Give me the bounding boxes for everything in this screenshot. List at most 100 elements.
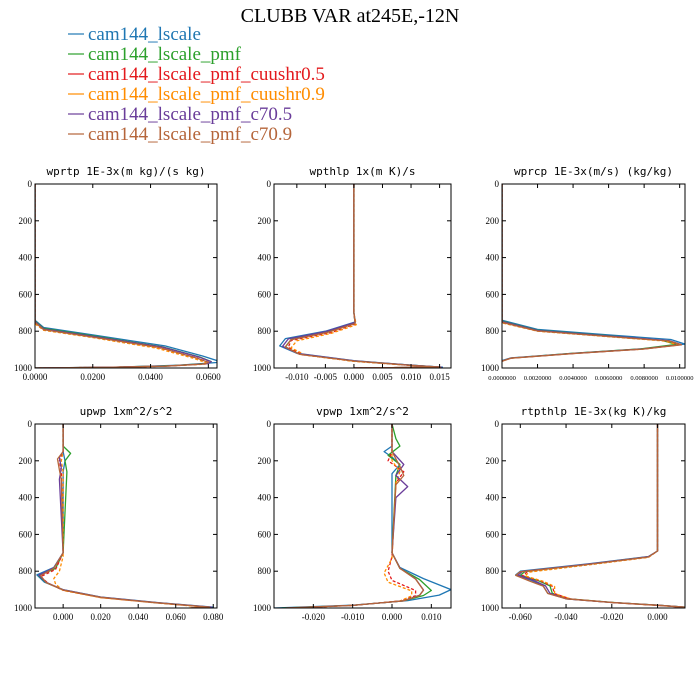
y-tick-label: 600: [486, 529, 500, 539]
series-line-5: [35, 184, 212, 368]
y-tick-label: 400: [486, 253, 500, 263]
y-tick-label: 200: [486, 216, 500, 226]
y-tick-label: 600: [19, 529, 33, 539]
y-tick-label: 400: [258, 253, 272, 263]
x-tick-label: 0.060: [166, 612, 187, 622]
x-tick-label: -0.005: [314, 372, 338, 382]
x-tick-label: -0.010: [285, 372, 309, 382]
series-line-1: [274, 424, 451, 608]
x-tick-label: 0.0060000: [595, 375, 623, 382]
panel-title: vpwp 1xm^2/s^2: [316, 405, 409, 418]
figure-title: CLUBB VAR at245E,-12N: [241, 5, 460, 27]
y-tick-label: 400: [486, 493, 500, 503]
panel-1: wprtp 1E-3x(m kg)/(s kg) 0 200 400 600 800 100…: [14, 165, 221, 382]
panel-title: wprcp 1E-3x(m/s) (kg/kg): [514, 165, 673, 178]
series-line-6: [35, 184, 209, 368]
y-tick-label: 200: [19, 456, 33, 466]
x-tick-label: 0.000: [647, 612, 668, 622]
y-tick-label: 200: [19, 216, 33, 226]
series-line-6: [284, 184, 441, 368]
panel-5: vpwp 1xm^2/s^2 0 200 400 600 800 1000 -0.020 -0.…: [253, 405, 452, 622]
x-tick-label: 0.010: [421, 612, 442, 622]
legend: cam144_lscalecam144_lscale_pmfcam144_lsc…: [68, 24, 325, 145]
y-tick-label: 800: [486, 566, 500, 576]
x-tick-label: 0.0080000: [630, 375, 658, 382]
x-tick-label: 0.000: [53, 612, 74, 622]
series-line-2: [284, 184, 442, 368]
y-tick-label: 800: [258, 326, 272, 336]
series-line-5: [502, 184, 683, 362]
y-tick-label: 1000: [14, 363, 33, 373]
y-tick-label: 200: [486, 456, 500, 466]
x-tick-label: 0.0040000: [559, 375, 587, 382]
y-tick-label: 600: [486, 289, 500, 299]
series-line-3: [287, 184, 441, 368]
series-line-3: [521, 424, 685, 608]
y-tick-label: 1000: [481, 603, 500, 613]
y-tick-label: 0: [28, 419, 33, 429]
panel-title: rtpthlp 1E-3x(kg K)/kg: [521, 405, 667, 418]
x-tick-label: 0.0020000: [524, 375, 552, 382]
series-line-2: [519, 424, 685, 608]
panel-3: wprcp 1E-3x(m/s) (kg/kg) 0 200 400 600 800 100…: [481, 165, 693, 382]
y-tick-label: 1000: [481, 363, 500, 373]
legend-label: cam144_lscale_pmf_c70.5: [88, 104, 292, 125]
y-tick-label: 200: [258, 456, 272, 466]
legend-label: cam144_lscale_pmf_c70.9: [88, 124, 292, 145]
plot-frame: [273, 423, 452, 609]
x-tick-label: 0.020: [91, 612, 112, 622]
legend-label: cam144_lscale_pmf: [88, 44, 242, 65]
x-tick-label: 0.015: [429, 372, 450, 382]
x-tick-label: 0.080: [203, 612, 224, 622]
x-tick-label: 0.0600: [196, 372, 221, 382]
y-tick-label: 400: [258, 493, 272, 503]
y-tick-label: 600: [258, 289, 272, 299]
x-tick-label: -0.010: [341, 612, 365, 622]
y-tick-label: 600: [19, 289, 33, 299]
legend-label: cam144_lscale_pmf_cuushr0.5: [88, 64, 325, 85]
y-tick-label: 400: [19, 493, 33, 503]
plot-frame: [34, 183, 218, 369]
x-tick-label: 0.0400: [138, 372, 163, 382]
x-tick-label: -0.020: [600, 612, 624, 622]
series-line-5: [517, 424, 685, 608]
panel-title: wpthlp 1x(m K)/s: [310, 165, 416, 178]
y-tick-label: 400: [19, 253, 33, 263]
x-tick-label: 0.000: [344, 372, 365, 382]
series-line-2: [38, 424, 211, 608]
x-tick-label: -0.060: [509, 612, 533, 622]
y-tick-label: 0: [267, 419, 272, 429]
series-line-3: [39, 424, 211, 608]
legend-label: cam144_lscale: [88, 24, 201, 45]
y-tick-label: 800: [486, 326, 500, 336]
plot-frame: [273, 183, 452, 369]
series-line-1: [35, 184, 217, 368]
panels-grid: wprtp 1E-3x(m kg)/(s kg) 0 200 400 600 800 100…: [14, 165, 693, 622]
legend-label: cam144_lscale_pmf_cuushr0.9: [88, 84, 325, 105]
series-line-6: [515, 424, 685, 608]
series-line-2: [281, 424, 432, 608]
y-tick-label: 0: [267, 179, 272, 189]
y-tick-label: 1000: [253, 603, 272, 613]
plot-frame: [501, 423, 686, 609]
panel-2: wpthlp 1x(m K)/s 0 200 400 600 800 1000 -0.010-…: [253, 165, 452, 382]
y-tick-label: 1000: [14, 603, 33, 613]
series-line-5: [281, 184, 442, 368]
y-tick-label: 0: [28, 179, 33, 189]
x-tick-label: 0.000: [382, 612, 403, 622]
plot-frame: [34, 423, 218, 609]
series-line-4: [524, 424, 685, 608]
series-line-4: [53, 424, 209, 608]
y-tick-label: 200: [258, 216, 272, 226]
x-tick-label: -0.020: [302, 612, 326, 622]
y-tick-label: 800: [19, 566, 33, 576]
y-tick-label: 600: [258, 529, 272, 539]
y-tick-label: 0: [495, 179, 500, 189]
x-tick-label: 0.0100000: [666, 375, 694, 382]
series-line-6: [39, 424, 211, 608]
series-line-1: [515, 424, 685, 608]
panel-6: rtpthlp 1E-3x(kg K)/kg02004006008001000-…: [481, 405, 686, 622]
x-tick-label: 0.0000: [23, 372, 48, 382]
x-tick-label: 0.005: [372, 372, 393, 382]
